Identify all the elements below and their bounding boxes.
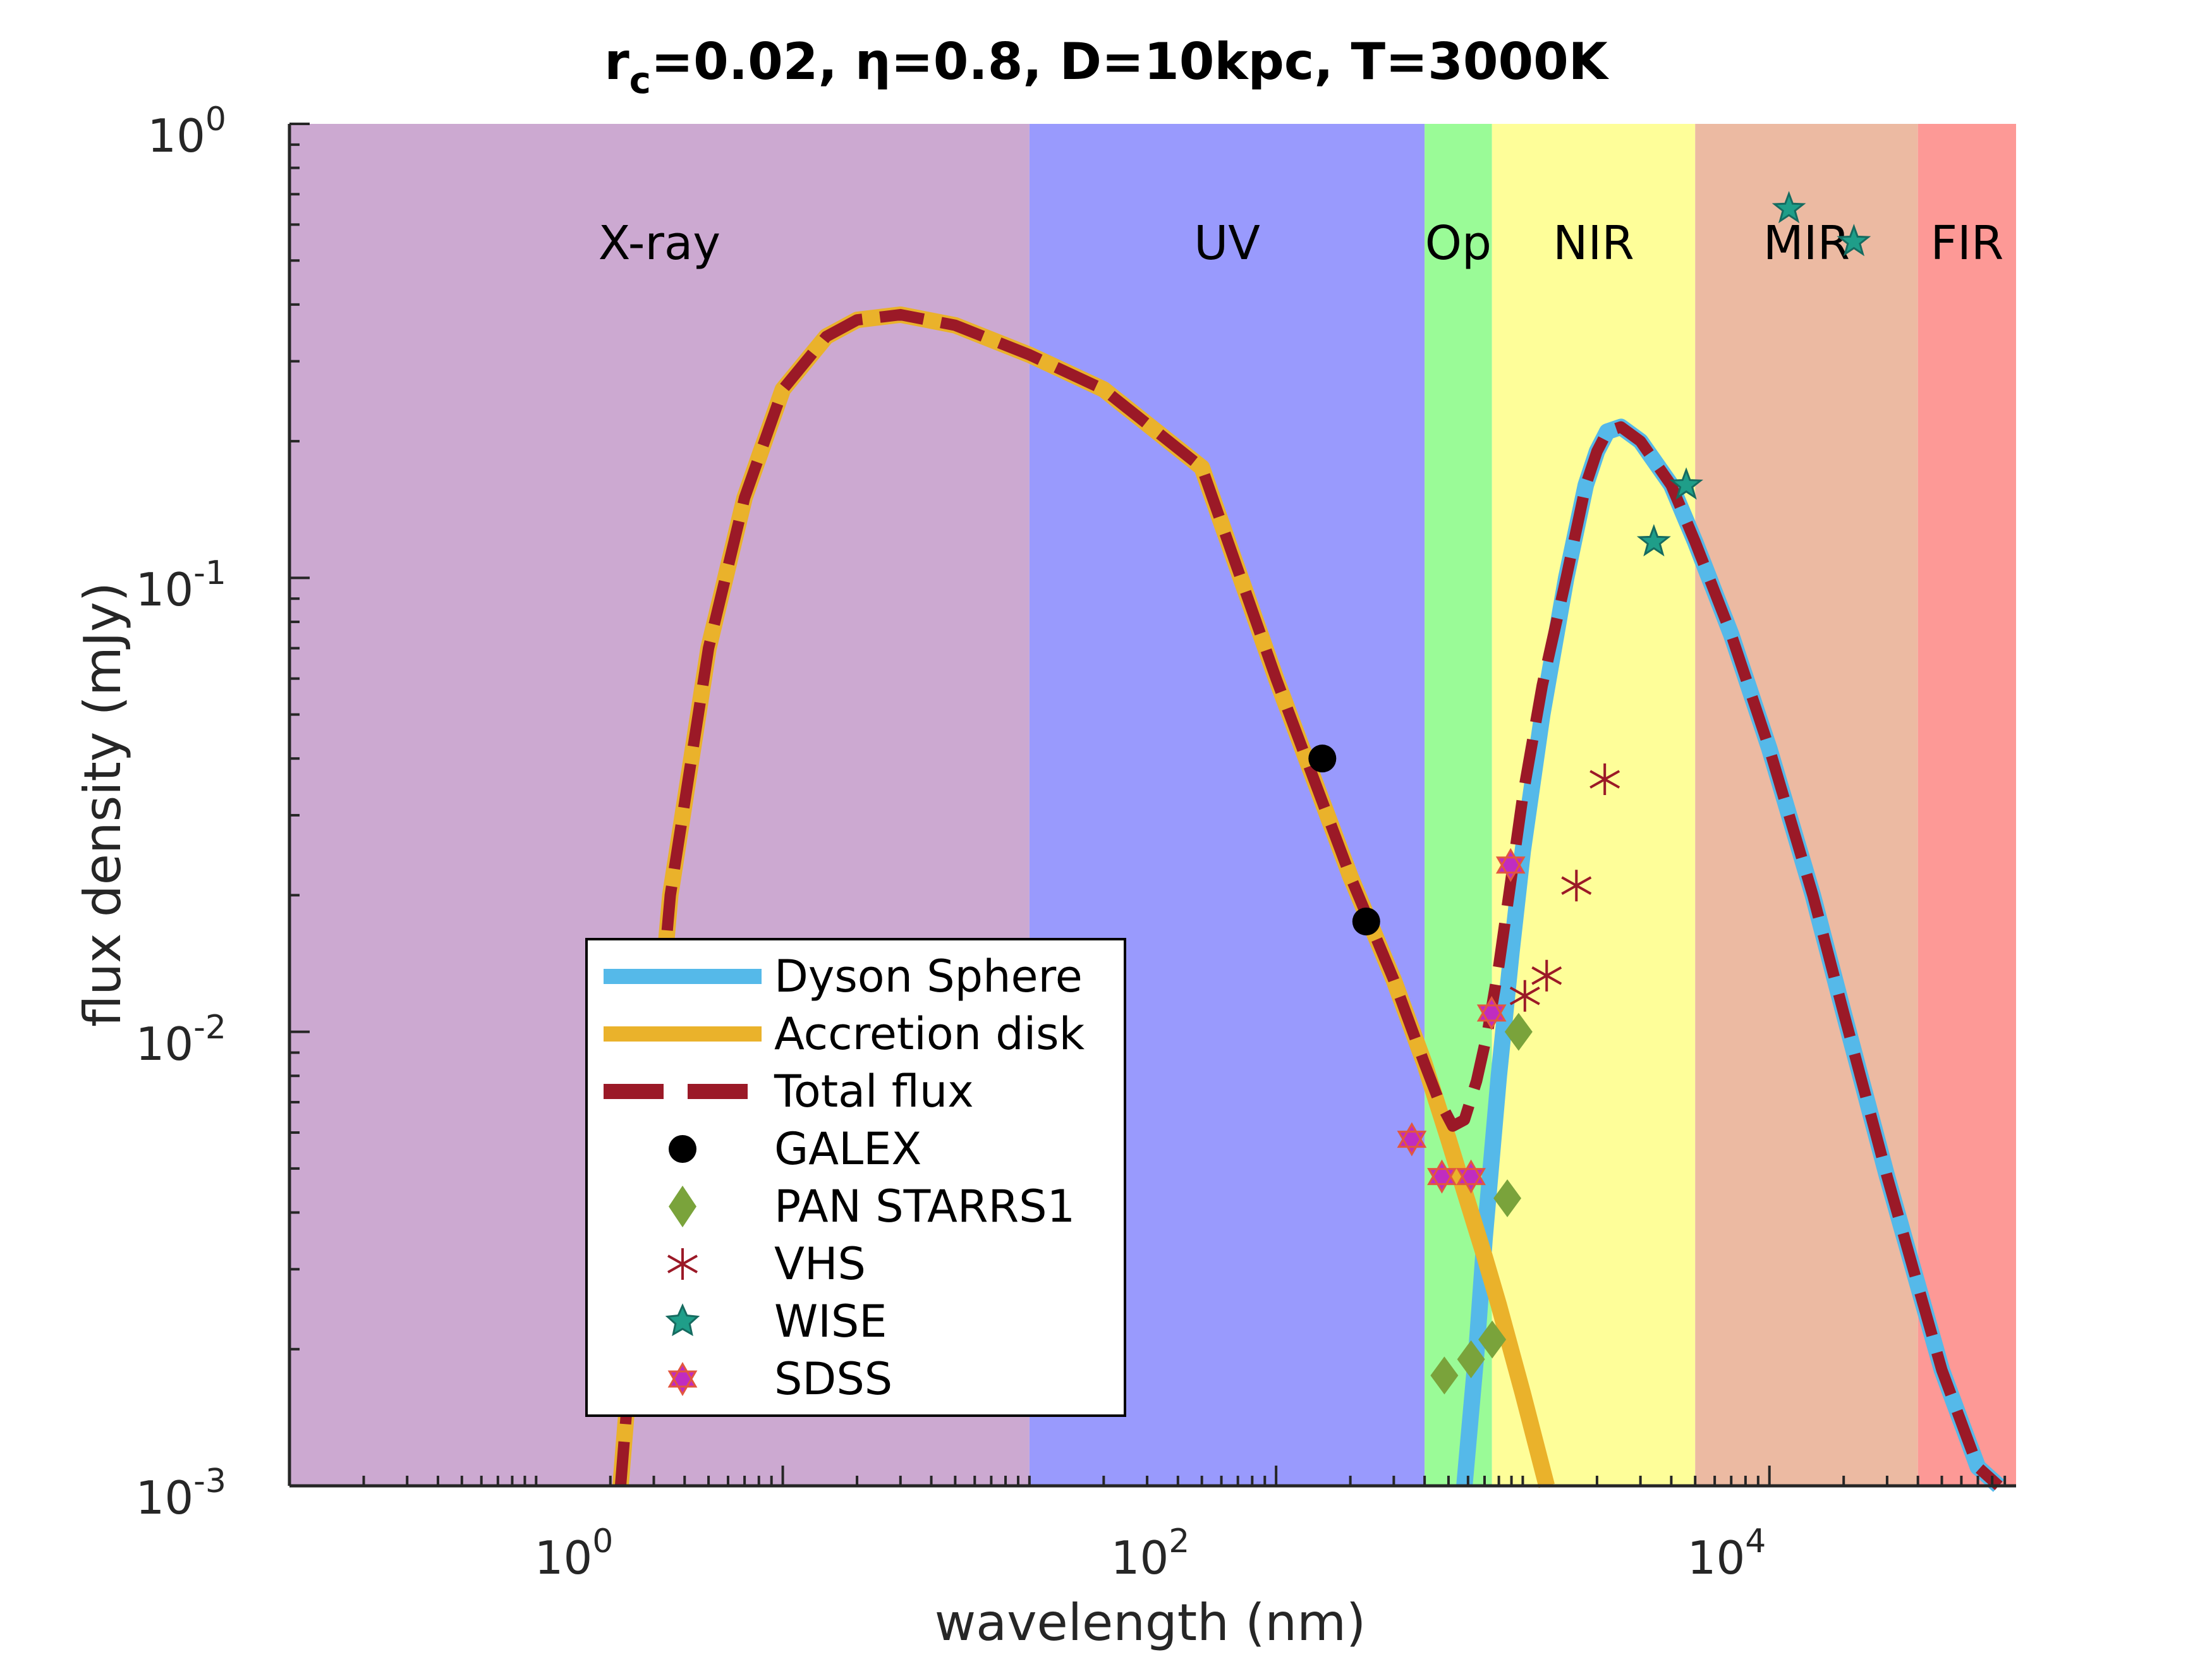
y-axis-label: flux density (mJy) (73, 582, 132, 1027)
point-wise (1669, 467, 1704, 500)
point-vhs (1589, 763, 1620, 796)
point-wise (1771, 191, 1806, 224)
legend-marker-panstarrs (669, 1186, 696, 1227)
title-subscript: c (629, 59, 651, 102)
point-pan-starrs1 (1457, 1340, 1485, 1378)
band-labels: X-ray UV Op NIR MIR FIR (599, 216, 2003, 270)
spectral-bands (289, 124, 2016, 1486)
observation-points (1308, 191, 1871, 1395)
y-tick-label: 10-2 (136, 1009, 226, 1071)
point-sdss (1476, 995, 1507, 1030)
point-sdss (1397, 1122, 1427, 1157)
point-sdss (1427, 1159, 1457, 1194)
point-pan-starrs1 (1478, 1320, 1507, 1359)
series-total-flux (614, 308, 2003, 1490)
x-tick-label: 100 (535, 1522, 614, 1584)
legend-label-total: Total flux (774, 1066, 974, 1117)
point-sdss (1456, 1159, 1486, 1194)
flux-curves (612, 306, 2005, 1492)
y-tick-label: 10-1 (136, 554, 226, 616)
legend-label-accretion: Accretion disk (774, 1008, 1085, 1060)
legend-label-dyson: Dyson Sphere (774, 951, 1083, 1002)
x-tick-labels: 100 102 104 (535, 1522, 1766, 1584)
band-fir (1917, 124, 2016, 1486)
legend-label-wise: WISE (774, 1296, 887, 1347)
band-label: NIR (1553, 216, 1634, 270)
band-label: X-ray (599, 216, 720, 270)
axis-ticks (288, 123, 2007, 1487)
point-vhs (1561, 870, 1592, 902)
legend: Dyson Sphere Accretion disk Total flux G… (585, 938, 1126, 1417)
y-tick-label: 10-3 (136, 1462, 226, 1524)
x-axis-label: wavelength (nm) (935, 1593, 1366, 1652)
point-pan-starrs1 (1430, 1356, 1459, 1395)
band-label: Op (1425, 216, 1492, 270)
legend-label-vhs: VHS (774, 1238, 866, 1290)
legend-marker-vhs (667, 1248, 698, 1280)
legend-marker-galex (669, 1135, 696, 1163)
legend-label-sdss: SDSS (774, 1353, 892, 1405)
legend-label-galex: GALEX (774, 1123, 921, 1175)
legend-label-panstarrs: PAN STARRS1 (774, 1181, 1075, 1232)
y-tick-label: 100 (147, 100, 226, 162)
band-label: UV (1194, 216, 1260, 270)
point-vhs (1531, 959, 1562, 992)
band-label: FIR (1930, 216, 2003, 270)
y-tick-labels: 10-3 10-2 10-1 100 (136, 100, 226, 1524)
point-pan-starrs1 (1493, 1179, 1522, 1217)
title-rest: =0.02, η=0.8, D=10kpc, T=3000K (651, 32, 1610, 91)
legend-marker-wise (665, 1303, 700, 1337)
legend-marker-sdss (667, 1362, 698, 1396)
point-vhs (1509, 980, 1540, 1012)
axes (288, 124, 2016, 1488)
point-wise (1636, 524, 1671, 557)
legend-box (585, 938, 1126, 1417)
band-label: MIR (1763, 216, 1850, 270)
band-mir (1695, 124, 1918, 1486)
point-galex (1352, 908, 1380, 936)
point-galex (1308, 744, 1337, 773)
x-tick-label: 104 (1687, 1522, 1766, 1584)
point-pan-starrs1 (1504, 1012, 1533, 1051)
point-sdss (1495, 848, 1526, 882)
chart-title: rc=0.02, η=0.8, D=10kpc, T=3000K (604, 32, 1610, 102)
point-wise (1837, 224, 1871, 257)
x-tick-label: 102 (1111, 1522, 1190, 1584)
